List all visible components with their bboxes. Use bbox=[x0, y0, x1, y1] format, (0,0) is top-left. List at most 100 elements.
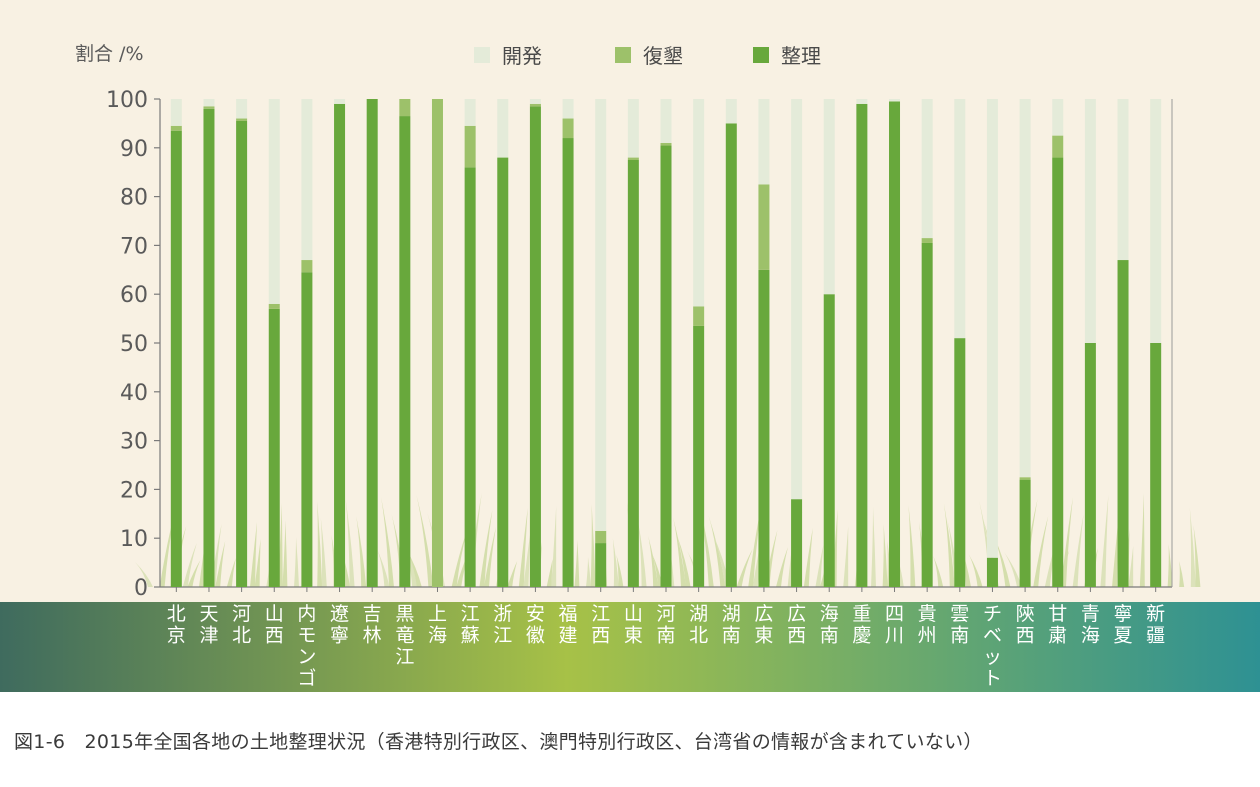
grass-blade bbox=[345, 499, 355, 587]
bar-seiri bbox=[823, 294, 835, 587]
bar-seiri bbox=[203, 108, 215, 587]
x-tick-label: 山東 bbox=[624, 603, 643, 647]
grass-blade bbox=[226, 558, 236, 587]
bar-kaihatsu bbox=[334, 99, 346, 104]
grass-blade bbox=[968, 554, 983, 587]
y-tick-label: 40 bbox=[120, 381, 148, 406]
bar-kaihatsu bbox=[497, 99, 509, 158]
y-tick-label: 90 bbox=[120, 137, 148, 162]
bar-kaihatsu bbox=[203, 99, 215, 107]
bar-kaihatsu bbox=[693, 99, 705, 307]
bar-seiri bbox=[562, 138, 574, 588]
grass-blade bbox=[182, 543, 197, 587]
grass-blade bbox=[1033, 516, 1049, 587]
bar-kaihatsu bbox=[1052, 99, 1064, 136]
bar-fukkon bbox=[1019, 477, 1031, 480]
stacked-bar-chart: 0 10 20 30 40 50 60 70 80 90 100 割合 /% 北京天津河北山西内モンゴル… bbox=[0, 43, 1260, 692]
x-tick-label: 広東 bbox=[754, 603, 773, 647]
bar-seiri bbox=[399, 116, 411, 587]
grass-blade bbox=[317, 501, 323, 587]
legend-label-fukkon: 復墾 bbox=[643, 44, 683, 68]
grass-blade bbox=[648, 536, 659, 587]
x-tick-label: チベット bbox=[983, 603, 1002, 690]
x-tick-label: 浙江 bbox=[493, 603, 512, 647]
bar-kaihatsu bbox=[986, 99, 998, 558]
grass-blade bbox=[320, 518, 327, 587]
bar-kaihatsu bbox=[627, 99, 639, 158]
grass-blade bbox=[1112, 512, 1119, 587]
bar-fukkon bbox=[660, 142, 672, 146]
grass-blade bbox=[294, 537, 299, 587]
x-tick-label: 重慶 bbox=[852, 603, 871, 647]
grass-blade bbox=[518, 508, 528, 587]
bar-seiri bbox=[497, 157, 509, 587]
grass-blade bbox=[708, 515, 726, 587]
y-tick-label: 100 bbox=[106, 88, 148, 113]
grass-blade bbox=[135, 562, 153, 587]
y-tick-label: 70 bbox=[120, 234, 148, 259]
grass-blade bbox=[282, 520, 288, 587]
bar-kaihatsu bbox=[464, 99, 476, 126]
bar-seiri bbox=[1117, 260, 1129, 587]
bar-kaihatsu bbox=[170, 99, 182, 126]
x-tick-label: 貴州 bbox=[918, 603, 937, 647]
legend-label-kaihatsu: 開発 bbox=[502, 44, 542, 68]
grass-blade bbox=[712, 532, 730, 587]
bar-fukkon bbox=[595, 530, 607, 544]
bar-seiri bbox=[334, 103, 346, 587]
bar-fukkon bbox=[399, 99, 411, 117]
bar-seiri bbox=[1052, 157, 1064, 587]
grass-blade bbox=[651, 553, 663, 587]
legend-swatch-seiri bbox=[753, 47, 769, 63]
bar-fukkon bbox=[301, 260, 313, 273]
x-tick-label: 青海 bbox=[1081, 603, 1100, 647]
bar-seiri bbox=[660, 145, 672, 588]
bar-kaihatsu bbox=[758, 99, 770, 185]
x-tick-label: 新疆 bbox=[1146, 603, 1165, 647]
x-tick-label: 黒竜江 bbox=[395, 603, 414, 668]
x-tick-label: 上海 bbox=[428, 603, 447, 647]
bar-kaihatsu bbox=[856, 99, 868, 104]
grass-blade bbox=[1100, 495, 1109, 587]
x-tick-label: 四川 bbox=[885, 603, 904, 647]
grass-blade bbox=[871, 507, 876, 587]
grass-blade bbox=[356, 516, 367, 587]
grass-blade bbox=[1189, 508, 1196, 587]
grass-blade bbox=[612, 538, 619, 587]
grass-blade bbox=[843, 526, 849, 587]
bar-kaihatsu bbox=[954, 99, 966, 339]
bar-kaihatsu bbox=[823, 99, 835, 295]
y-tick-label: 60 bbox=[120, 283, 148, 308]
grass-blade bbox=[484, 527, 496, 587]
y-axis-title: 割合 /% bbox=[75, 43, 144, 65]
grass-blade bbox=[590, 504, 596, 587]
bar-fukkon bbox=[529, 103, 541, 107]
bar-fukkon bbox=[627, 157, 639, 160]
grass-blade bbox=[451, 529, 468, 587]
chart-panel: 0 10 20 30 40 50 60 70 80 90 100 割合 /% 北京天津河北山西内モンゴル… bbox=[0, 0, 1260, 692]
legend-swatch-fukkon bbox=[615, 47, 631, 63]
grass-blade bbox=[673, 517, 686, 587]
x-tick-label: 北京 bbox=[167, 603, 186, 647]
bar-seiri bbox=[1019, 479, 1031, 587]
bar-seiri bbox=[791, 499, 803, 587]
x-tick-label: 甘粛 bbox=[1048, 603, 1067, 647]
grass-blade bbox=[1061, 497, 1073, 587]
bar-fukkon bbox=[921, 238, 933, 243]
legend-swatch-kaihatsu bbox=[474, 47, 490, 63]
bar-kaihatsu bbox=[660, 99, 672, 143]
grass-blade bbox=[1139, 493, 1145, 587]
grass-blade bbox=[1128, 546, 1134, 587]
bar-fukkon bbox=[236, 118, 248, 121]
bar-seiri bbox=[627, 160, 639, 587]
grass-blade bbox=[523, 525, 532, 587]
bar-seiri bbox=[464, 167, 476, 587]
grass-blade bbox=[943, 503, 955, 587]
y-tick-label: 50 bbox=[120, 332, 148, 357]
x-tick-label: 海南 bbox=[820, 603, 839, 647]
bar-kaihatsu bbox=[1084, 99, 1096, 343]
x-tick-label: 湖北 bbox=[689, 603, 708, 647]
bar-seiri bbox=[693, 325, 705, 587]
grass-blade bbox=[676, 534, 691, 587]
